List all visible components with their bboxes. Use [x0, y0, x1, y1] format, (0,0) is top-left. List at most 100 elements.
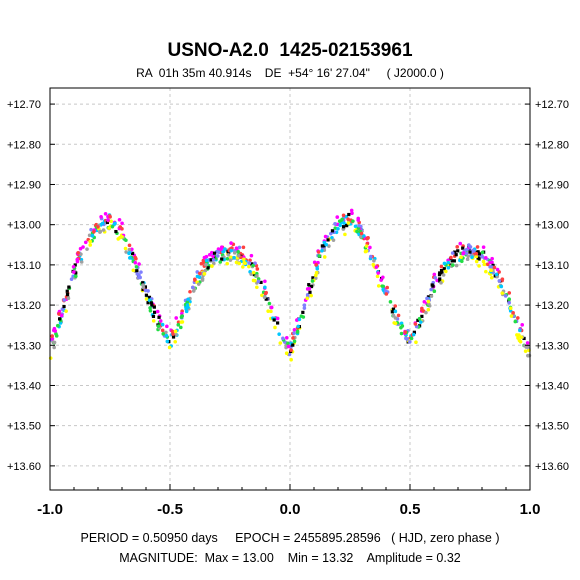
data-point [331, 238, 336, 242]
data-point [144, 293, 149, 297]
data-point [137, 275, 141, 280]
data-point [289, 348, 293, 352]
data-point [437, 273, 442, 277]
data-point [277, 332, 281, 336]
data-point [488, 260, 492, 265]
data-point [439, 268, 444, 273]
data-point [439, 281, 443, 285]
data-point [301, 310, 305, 314]
data-point [184, 307, 188, 311]
data-point [340, 217, 344, 222]
data-point [391, 307, 396, 311]
data-point [426, 295, 431, 299]
data-point [470, 255, 474, 259]
data-point [108, 215, 112, 219]
data-point [174, 316, 179, 320]
data-point [278, 341, 283, 345]
data-point [396, 313, 401, 318]
data-point [79, 252, 83, 256]
data-point [390, 310, 394, 314]
data-point [143, 288, 148, 293]
data-point [446, 265, 451, 270]
data-point [388, 300, 393, 304]
data-point [313, 276, 318, 280]
data-point [236, 253, 241, 258]
data-point [156, 324, 161, 328]
data-point [48, 356, 53, 360]
data-point [492, 265, 497, 270]
y-tick-label-left: +13.50 [7, 421, 41, 433]
data-point [83, 240, 88, 245]
data-point [65, 292, 70, 297]
x-tick-label: 0.0 [280, 501, 301, 518]
data-point [507, 291, 512, 295]
data-point [507, 297, 512, 302]
data-point [477, 264, 481, 268]
data-point [490, 256, 494, 261]
period-epoch-line: PERIOD = 0.50950 days EPOCH = 2455895.28… [80, 531, 500, 545]
data-point [211, 254, 215, 259]
y-tick-label-right: +13.40 [535, 380, 569, 392]
data-point [422, 299, 427, 304]
y-tick-label-left: +12.90 [7, 179, 41, 191]
data-point [116, 237, 121, 241]
data-point [336, 226, 340, 231]
data-point [366, 236, 370, 240]
data-point [237, 261, 242, 266]
data-point [481, 259, 486, 264]
data-point [459, 255, 463, 259]
y-tick-label-right: +12.80 [535, 139, 569, 151]
data-point [71, 264, 76, 269]
data-point [255, 274, 259, 278]
data-point [500, 277, 505, 281]
data-point [474, 259, 479, 264]
data-point [368, 245, 372, 250]
data-point [327, 244, 331, 248]
data-point [204, 262, 208, 267]
data-point [500, 291, 505, 295]
data-point [381, 287, 385, 292]
data-point [264, 290, 268, 295]
data-point [74, 274, 78, 279]
data-point [315, 266, 320, 271]
data-point [263, 285, 267, 290]
data-point [109, 219, 113, 224]
data-point [426, 307, 431, 312]
data-point [461, 246, 465, 250]
data-point [432, 289, 437, 294]
data-point [201, 258, 206, 263]
data-point [153, 310, 157, 314]
data-point [464, 251, 469, 256]
data-point [229, 241, 233, 245]
data-point [416, 318, 420, 322]
data-point [417, 316, 422, 321]
data-point [276, 321, 280, 325]
data-point [148, 306, 152, 310]
data-point [107, 226, 111, 230]
data-point [247, 264, 251, 269]
data-point [241, 257, 246, 262]
data-point [475, 245, 480, 249]
data-point [269, 305, 274, 310]
data-point [173, 339, 178, 344]
data-point [135, 269, 139, 273]
data-point [309, 293, 313, 298]
data-point [408, 340, 412, 344]
data-point [79, 260, 84, 264]
data-point [516, 316, 520, 320]
data-point [158, 319, 163, 323]
data-point [380, 284, 385, 288]
data-point [124, 238, 128, 243]
data-point [413, 322, 418, 326]
data-point [272, 318, 276, 322]
data-point [250, 262, 254, 266]
data-point [88, 243, 93, 247]
data-point [525, 341, 530, 345]
y-tick-label-left: +13.00 [7, 220, 41, 232]
chart-title: USNO-A2.0 1425-02153961 [167, 40, 413, 61]
data-point [450, 259, 454, 263]
data-point [212, 251, 217, 255]
data-point [242, 260, 246, 265]
data-point [379, 278, 383, 282]
data-point [356, 218, 360, 222]
